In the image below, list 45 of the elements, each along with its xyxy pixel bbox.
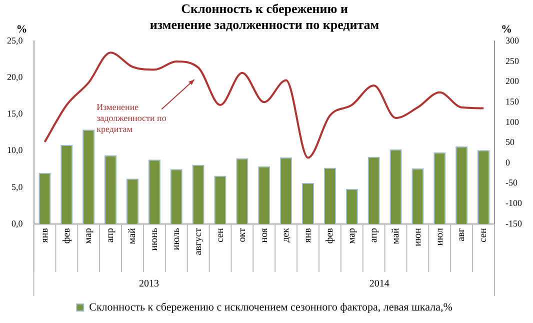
y2-tick-label: 50 bbox=[506, 137, 516, 148]
x-tick-label: июль bbox=[170, 228, 182, 250]
x-tick-label: дек bbox=[280, 228, 292, 242]
chart-title: Склонность к сбережению и изменение задолженности по кредитам bbox=[150, 1, 380, 32]
y2-tick-label: 100 bbox=[506, 116, 520, 127]
y2-tick-label: 250 bbox=[506, 56, 520, 66]
x-tick-label: янв bbox=[302, 228, 314, 243]
y2-tick-label: 300 bbox=[506, 36, 520, 46]
text: 2013 bbox=[138, 278, 159, 290]
y-tick-label: 15,0 bbox=[7, 108, 24, 119]
y2-tick-label: -150 bbox=[506, 218, 522, 228]
legend-label: Склонность к сбережению с исключением сезонного фактора, левая шкала,% bbox=[89, 301, 452, 314]
text: 2014 bbox=[369, 278, 390, 290]
y-tick-label: 5,0 bbox=[12, 182, 24, 192]
x-tick-label: июн bbox=[412, 227, 424, 246]
y2-tick-label: 0 bbox=[506, 157, 511, 168]
y-tick-label: 0,0 bbox=[12, 218, 24, 228]
y-tick-label: 20,0 bbox=[7, 72, 24, 82]
x-tick-label: июл bbox=[434, 228, 446, 246]
x-tick-label: май bbox=[127, 227, 138, 244]
y2-axis-title: % bbox=[501, 24, 512, 36]
x-tick-label: фев bbox=[61, 228, 72, 244]
x-tick-label: ноя bbox=[258, 228, 270, 243]
x-tick-label: мар bbox=[346, 228, 358, 244]
y2-tick-label: 200 bbox=[506, 76, 520, 86]
x-tick-label: фев bbox=[324, 228, 336, 244]
x-tick-label: сен bbox=[478, 227, 490, 242]
x-tick-label: апр bbox=[105, 228, 116, 243]
line-series bbox=[44, 52, 485, 159]
y-tick-label: 25,0 bbox=[7, 36, 24, 46]
y-tick-label: 10,0 bbox=[7, 145, 24, 156]
text: Изменение задолженности по кредитам bbox=[96, 102, 167, 134]
x-tick-label: авг bbox=[456, 228, 468, 242]
y2-tick-label: 150 bbox=[506, 96, 520, 106]
y-axis-title: % bbox=[16, 24, 28, 36]
x-tick-label: май bbox=[390, 227, 402, 244]
y2-tick-label: -100 bbox=[506, 198, 522, 208]
x-tick-label: август bbox=[192, 227, 204, 256]
x-tick-label: июнь bbox=[149, 228, 160, 251]
x-tick-label: сен bbox=[214, 227, 226, 242]
x-tick-label: янв bbox=[39, 228, 50, 243]
x-tick-label: мар bbox=[83, 228, 94, 244]
x-tick-label: апр bbox=[368, 228, 380, 243]
y2-tick-label: -50 bbox=[506, 178, 518, 188]
x-tick-label: окт bbox=[236, 227, 248, 242]
